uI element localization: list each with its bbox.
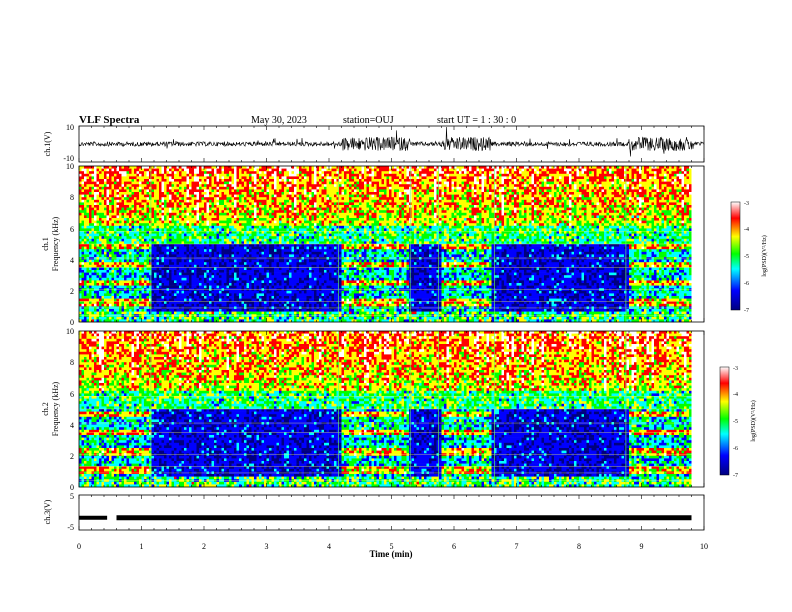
ch1-cbar-tick-3: -3 <box>744 201 749 207</box>
figure-title: VLF Spectra <box>79 114 140 126</box>
ch1-colorbar-label: log(PSD)(V²/Hz) <box>761 235 768 276</box>
date-label: May 30, 2023 <box>251 115 307 126</box>
time-tick-8: 8 <box>577 542 581 551</box>
ch2-freq-tick-4: 4 <box>70 421 74 430</box>
ch1-cbar-tick-4: -4 <box>744 227 749 233</box>
ch1-freq-tick-4: 4 <box>70 256 74 265</box>
ch1-freq-tick-8: 8 <box>70 193 74 202</box>
time-tick-3: 3 <box>265 542 269 551</box>
ch2-colorbar-label: log(PSD)(V²/Hz) <box>750 400 757 441</box>
ch1-channel-label: ch.1 <box>41 237 50 251</box>
ch2-freq-ylabel: Frequency (kHz) <box>51 381 60 436</box>
ch2-freq-tick-10: 10 <box>66 327 74 336</box>
time-tick-2: 2 <box>202 542 206 551</box>
ch1-cbar-tick-5: -5 <box>744 254 749 260</box>
ch1-freq-tick-10: 10 <box>66 162 74 171</box>
ch1-freq-tick-2: 2 <box>70 287 74 296</box>
ch2-freq-tick-0: 0 <box>70 483 74 492</box>
ch1-freq-tick-0: 0 <box>70 318 74 327</box>
time-tick-9: 9 <box>640 542 644 551</box>
time-axis-label: Time (min) <box>369 549 412 559</box>
ch2-cbar-tick-6: -6 <box>733 446 738 452</box>
ch3-ytick-top: 5 <box>70 492 74 501</box>
time-tick-7: 7 <box>515 542 519 551</box>
ch2-colorbar <box>720 367 729 475</box>
ch1-freq-tick-6: 6 <box>70 225 74 234</box>
ch3-trace-ylabel: ch.3(V) <box>43 499 52 524</box>
ch1-spectrogram-panel: 0 2 4 6 8 10 ch.1 Frequency (kHz) -3 -4 … <box>41 162 768 327</box>
ch1-spectrogram-image <box>79 166 704 322</box>
start-time-label: start UT = 1 : 30 : 0 <box>437 115 516 126</box>
ch2-spectrogram-panel: 0 2 4 6 8 10 ch.2 Frequency (kHz) -3 -4 … <box>41 327 757 492</box>
ch2-cbar-tick-4: -4 <box>733 392 738 398</box>
ch2-cbar-tick-3: -3 <box>733 366 738 372</box>
ch2-freq-tick-2: 2 <box>70 452 74 461</box>
ch1-cbar-tick-6: -6 <box>744 281 749 287</box>
ch3-trace-segment-a <box>79 516 107 520</box>
ch2-freq-tick-8: 8 <box>70 358 74 367</box>
time-tick-10: 10 <box>700 542 708 551</box>
time-tick-4: 4 <box>327 542 331 551</box>
ch1-freq-ylabel: Frequency (kHz) <box>51 216 60 271</box>
ch1-ytick-top: 10 <box>66 123 74 132</box>
ch2-freq-tick-6: 6 <box>70 390 74 399</box>
time-tick-0: 0 <box>77 542 81 551</box>
ch1-colorbar <box>731 202 740 310</box>
ch3-trace-panel: 5 -5 ch.3(V) <box>43 492 704 532</box>
ch3-trace-segment-b <box>117 515 692 520</box>
ch2-cbar-tick-5: -5 <box>733 419 738 425</box>
time-tick-1: 1 <box>140 542 144 551</box>
ch2-cbar-tick-7: -7 <box>733 473 738 479</box>
station-label: station=OUJ <box>343 115 394 126</box>
time-tick-6: 6 <box>452 542 456 551</box>
ch3-ytick-bottom: -5 <box>67 523 74 532</box>
ch2-channel-label: ch.2 <box>41 402 50 416</box>
ch1-waveform-ylabel: ch.1(V) <box>43 131 52 156</box>
ch3-trace-frame <box>79 495 704 530</box>
ch1-waveform-panel: 10 -10 ch.1(V) <box>43 123 704 163</box>
figure: VLF Spectra May 30, 2023 station=OUJ sta… <box>0 0 792 612</box>
ch2-spectrogram-image <box>79 331 704 487</box>
ch1-cbar-tick-7: -7 <box>744 308 749 314</box>
